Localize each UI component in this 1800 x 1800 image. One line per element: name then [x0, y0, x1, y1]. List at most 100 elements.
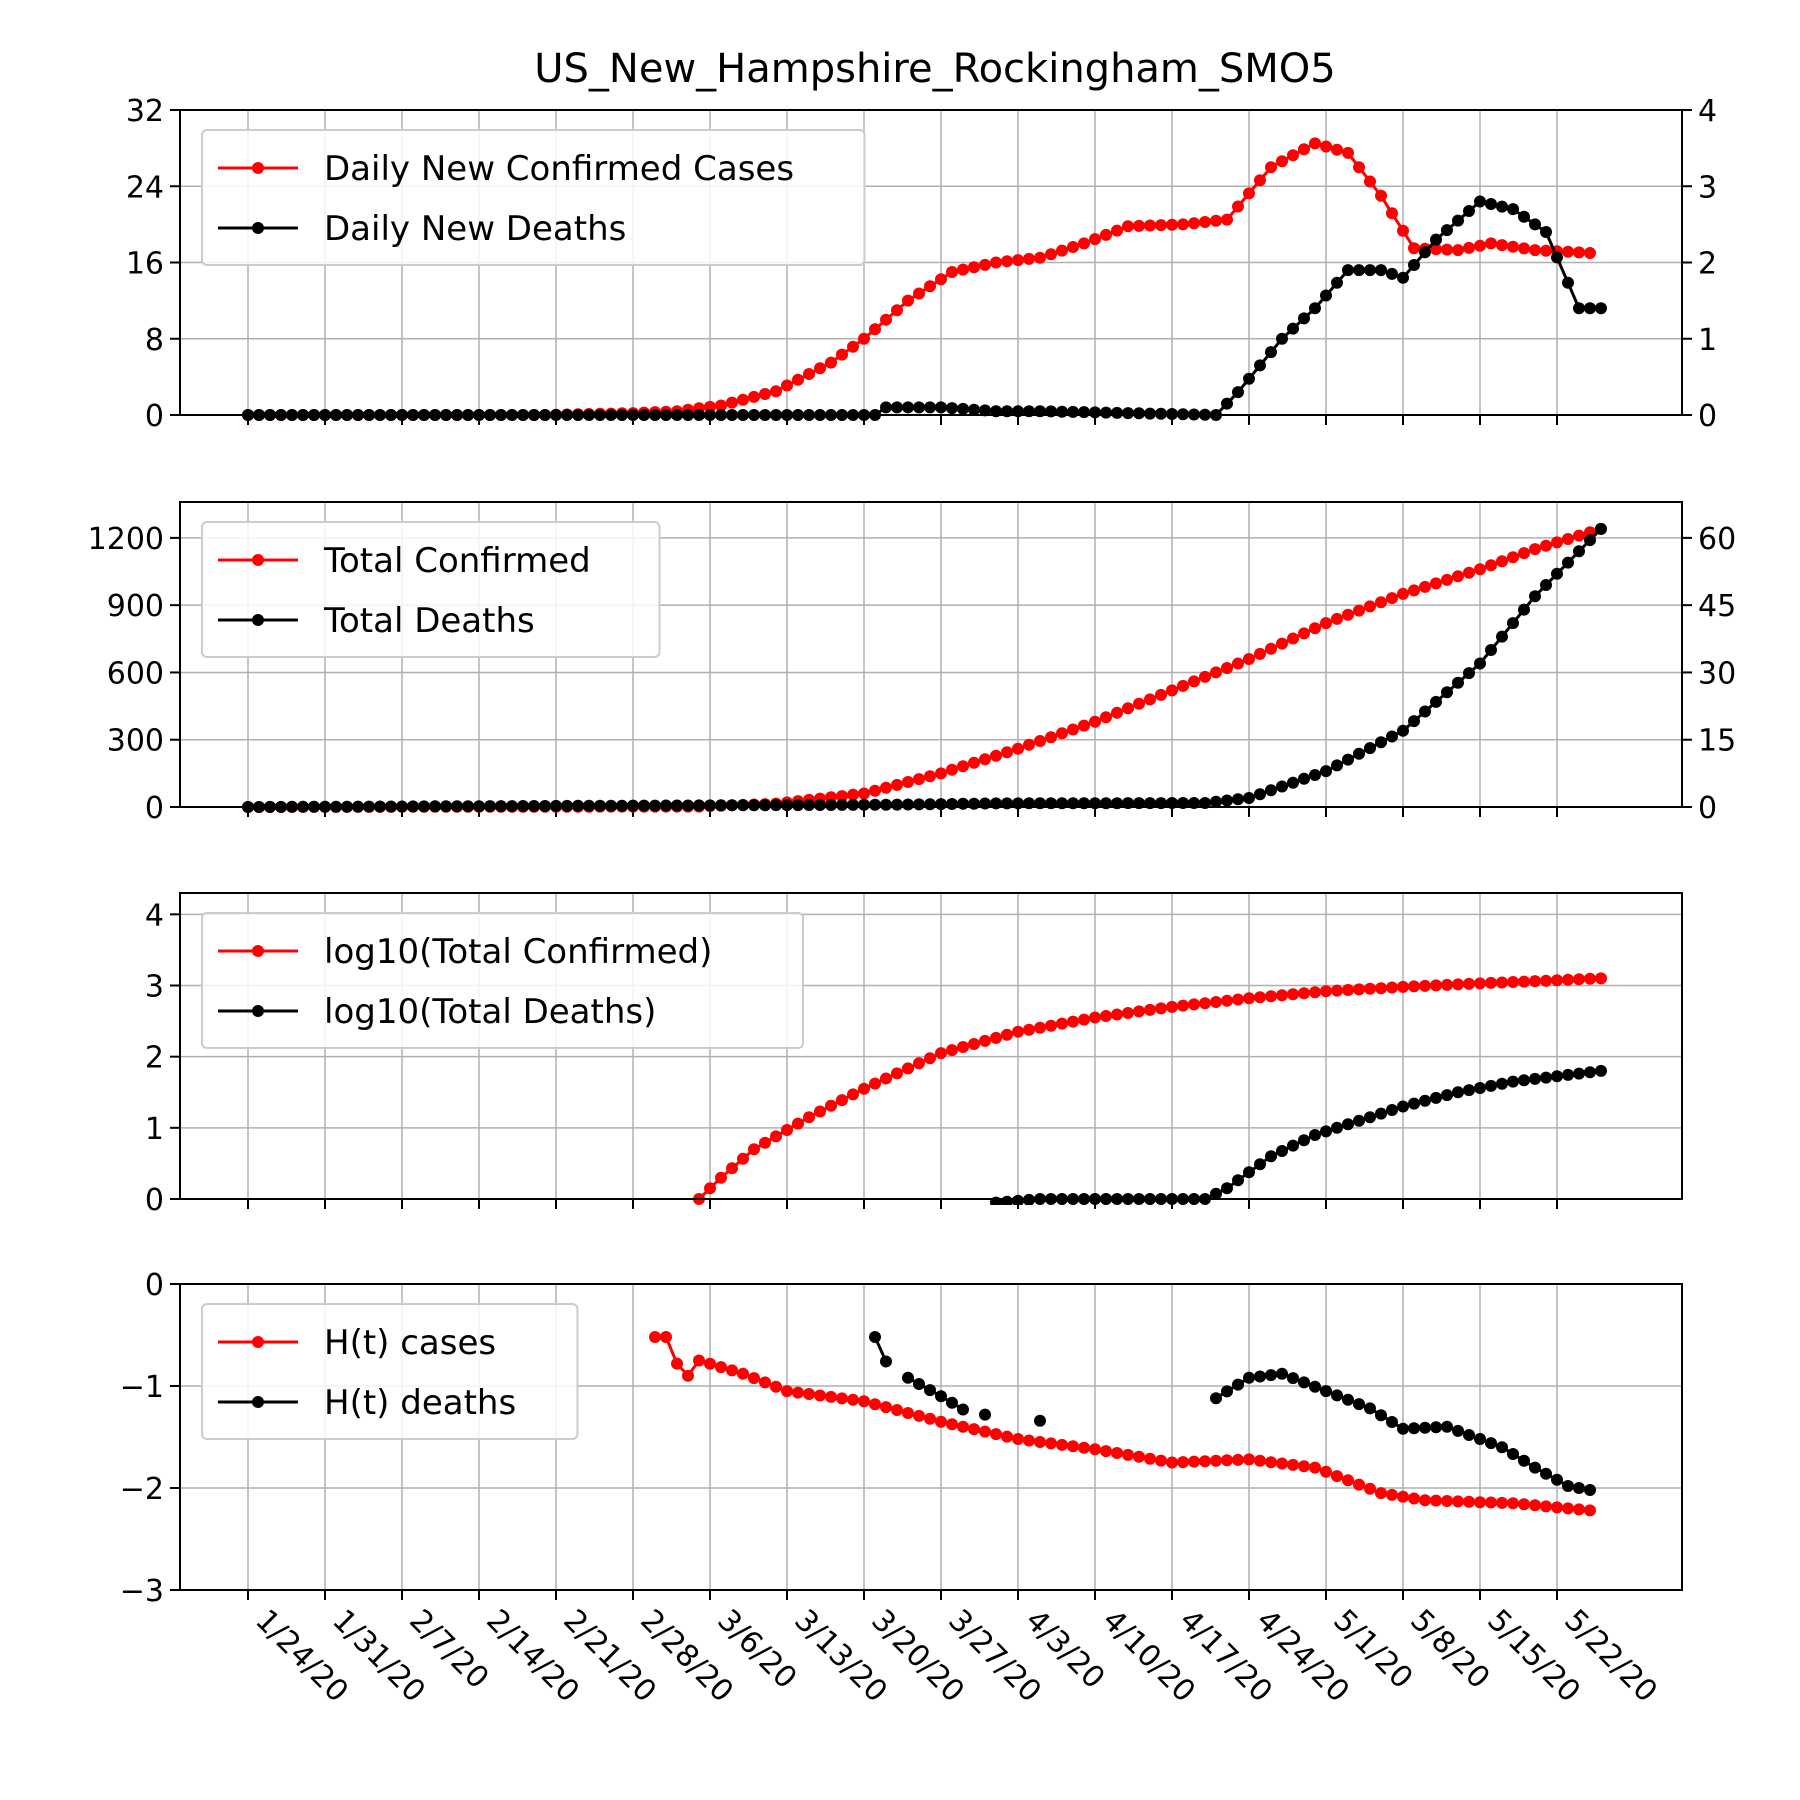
data-point — [1430, 1494, 1442, 1507]
data-point — [979, 404, 991, 417]
data-point — [605, 799, 617, 812]
y2-tick-label: 15 — [1698, 724, 1736, 759]
y-tick-label: 1200 — [88, 522, 164, 557]
data-point — [1342, 1118, 1354, 1131]
data-point — [1496, 239, 1508, 252]
legend-label: log10(Total Confirmed) — [324, 932, 712, 972]
data-point — [1386, 267, 1398, 280]
data-point — [748, 799, 760, 812]
data-point — [1562, 245, 1574, 258]
data-point — [1441, 573, 1453, 586]
data-point — [1463, 1084, 1475, 1097]
data-point — [660, 1331, 672, 1343]
data-point — [1408, 1097, 1420, 1110]
data-point — [1507, 617, 1519, 630]
data-point — [1353, 1114, 1365, 1127]
legend-marker — [252, 1336, 264, 1348]
data-point — [1133, 1450, 1145, 1463]
data-point — [1001, 1430, 1013, 1443]
data-point — [803, 368, 815, 380]
data-point — [1474, 1082, 1486, 1094]
data-point — [1320, 289, 1332, 302]
data-point — [880, 313, 892, 326]
data-point — [1584, 534, 1596, 547]
data-point — [957, 1041, 969, 1053]
data-point — [1562, 276, 1574, 289]
panel-daily-frame — [179, 109, 1683, 416]
data-point — [1221, 994, 1233, 1007]
data-point — [1254, 1158, 1266, 1171]
data-point — [836, 1392, 848, 1405]
data-point — [979, 1408, 991, 1421]
data-point — [1023, 1434, 1035, 1447]
data-point — [1265, 1456, 1277, 1469]
data-point — [1287, 1372, 1299, 1385]
data-point — [1034, 251, 1046, 264]
data-point — [924, 798, 936, 811]
data-point — [825, 1099, 837, 1112]
data-point — [1243, 1453, 1255, 1466]
data-point — [792, 373, 804, 386]
data-point — [836, 798, 848, 811]
data-point — [1529, 543, 1541, 556]
data-point — [1012, 1194, 1024, 1205]
data-point — [781, 799, 793, 812]
data-point — [1012, 742, 1024, 755]
data-point — [946, 1418, 958, 1431]
data-point — [1287, 776, 1299, 789]
data-point — [935, 798, 947, 811]
data-point — [1584, 1484, 1596, 1496]
data-point — [792, 1386, 804, 1399]
data-point — [913, 1409, 925, 1422]
data-point — [968, 403, 980, 416]
data-point — [1540, 974, 1552, 987]
data-point — [1144, 407, 1156, 420]
data-point — [1232, 386, 1244, 399]
data-point — [847, 1393, 859, 1406]
legend-marker — [252, 222, 264, 234]
data-point — [957, 1403, 969, 1416]
data-point — [1045, 248, 1057, 261]
data-point — [1507, 1497, 1519, 1510]
data-point — [1353, 161, 1365, 174]
data-point — [1089, 715, 1101, 728]
data-point — [1276, 332, 1288, 345]
y-tick-label: 0 — [145, 1268, 164, 1303]
data-point — [869, 784, 881, 797]
data-point — [1067, 723, 1079, 736]
data-point — [1342, 984, 1354, 996]
data-point — [891, 798, 903, 811]
data-point — [1133, 1005, 1145, 1018]
data-point — [1287, 1458, 1299, 1471]
data-point — [1298, 772, 1310, 785]
data-point — [1089, 233, 1101, 246]
data-point — [1320, 765, 1332, 778]
data-point — [1331, 759, 1343, 772]
data-point — [1023, 252, 1035, 265]
data-point — [1144, 1003, 1156, 1016]
data-point — [1254, 647, 1266, 660]
data-point — [902, 1407, 914, 1419]
data-point — [737, 393, 749, 406]
data-point — [1166, 1000, 1178, 1013]
data-point — [1419, 580, 1431, 593]
data-point — [902, 1062, 914, 1075]
data-point — [1386, 730, 1398, 743]
data-point — [924, 1052, 936, 1065]
data-point — [1045, 1437, 1057, 1450]
panel-daily: 0 8 16 24 32 0 1 2 3 4 Daily New Confirmed Cases Da… — [126, 94, 1717, 434]
legend-marker — [252, 162, 264, 174]
data-point — [1100, 406, 1112, 419]
data-point — [726, 1364, 738, 1377]
legend-box — [201, 521, 661, 658]
data-point — [1386, 1488, 1398, 1501]
data-point — [1210, 214, 1222, 227]
data-point — [1507, 1075, 1519, 1088]
data-point — [814, 1105, 826, 1118]
data-point — [1353, 1478, 1365, 1491]
data-point — [1364, 982, 1376, 995]
data-point — [726, 799, 738, 812]
data-point — [1441, 1495, 1453, 1507]
data-point — [1287, 1139, 1299, 1152]
data-point — [902, 401, 914, 414]
